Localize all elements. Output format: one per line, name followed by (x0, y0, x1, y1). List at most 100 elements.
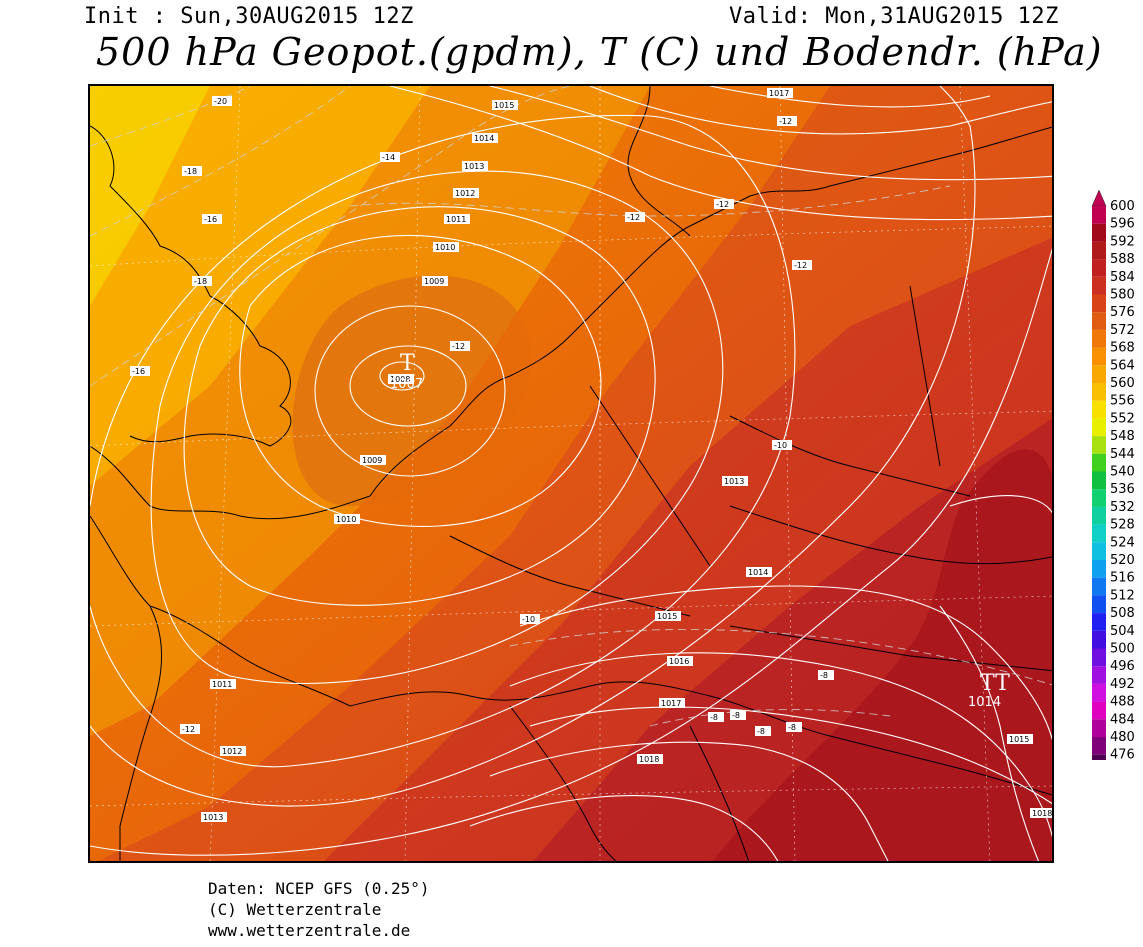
legend-swatch (1092, 613, 1106, 631)
credits: Daten: NCEP GFS (0.25°) (C) Wetterzentra… (208, 878, 430, 941)
isobar-label: 1010 (435, 243, 455, 252)
legend-label: 588 (1110, 252, 1135, 267)
high-value: 1014 (968, 695, 1001, 710)
legend-swatch (1092, 719, 1106, 737)
isotherm-label: -12 (182, 725, 195, 734)
legend-label: 520 (1110, 553, 1135, 568)
legend-swatch (1092, 383, 1106, 401)
legend-label: 540 (1110, 465, 1135, 480)
legend-swatch (1092, 489, 1106, 507)
legend-swatch (1092, 648, 1106, 667)
band-576 (90, 86, 830, 861)
legend-label: 552 (1110, 411, 1135, 426)
legend-swatch (1092, 365, 1106, 383)
weather-map: 1017 1015 1014 1013 1012 1011 1010 1009 … (88, 84, 1054, 863)
legend-label: 496 (1110, 659, 1135, 674)
legend-label: 560 (1110, 376, 1135, 391)
data-source: Daten: NCEP GFS (0.25°) (208, 879, 430, 898)
legend-swatch (1092, 542, 1106, 560)
legend-swatch (1092, 312, 1106, 330)
isobar-label: 1015 (657, 612, 677, 621)
legend-swatch (1092, 754, 1106, 760)
isotherm-label: -20 (214, 97, 227, 106)
legend-label: 556 (1110, 394, 1135, 409)
isotherm-label: -14 (382, 153, 395, 162)
legend-swatch (1092, 241, 1106, 260)
map-canvas: 1017 1015 1014 1013 1012 1011 1010 1009 … (90, 86, 1052, 861)
isotherm-label: -18 (194, 277, 207, 286)
isobar-label: 1018 (639, 755, 659, 764)
legend-swatch (1092, 577, 1106, 596)
legend-swatch (1092, 347, 1106, 366)
high-pressure-center: TT 1014 (968, 671, 1010, 710)
legend-swatch (1092, 666, 1106, 684)
legend-swatch (1092, 524, 1106, 543)
isotherm-label: -8 (732, 711, 740, 720)
isobar-label: 1011 (212, 680, 232, 689)
isobar-label: 1009 (424, 277, 444, 286)
website: www.wetterzentrale.de (208, 921, 411, 940)
legend-label: 576 (1110, 305, 1135, 320)
band-560 (90, 86, 210, 306)
isobar-label: 1014 (748, 568, 768, 577)
legend-label: 492 (1110, 677, 1135, 692)
isobar-label: 1010 (336, 515, 356, 524)
legend-label: 516 (1110, 571, 1135, 586)
legend-swatch (1092, 276, 1106, 295)
isobar-label: 1013 (464, 162, 484, 171)
isotherm-label: -12 (794, 261, 807, 270)
legend-label: 544 (1110, 447, 1135, 462)
isobar-label: 1015 (1009, 735, 1029, 744)
legend-label: 476 (1110, 748, 1135, 760)
isobar-label: 1008 (390, 375, 410, 384)
legend-swatch (1092, 683, 1106, 702)
legend-label: 584 (1110, 270, 1135, 285)
isobar-label: 1013 (724, 477, 744, 486)
legend-label: 480 (1110, 730, 1135, 745)
legend-label: 484 (1110, 712, 1135, 727)
legend-label: 504 (1110, 624, 1135, 639)
legend-swatch (1092, 506, 1106, 525)
isobar-label: 1017 (769, 89, 789, 98)
legend-label: 596 (1110, 217, 1135, 232)
low-value: 1007 (390, 377, 423, 392)
init-time: Init : Sun,30AUG2015 12Z (84, 4, 414, 29)
isotherm-label: -12 (779, 117, 792, 126)
legend-swatch (1092, 595, 1106, 614)
legend-label: 564 (1110, 358, 1135, 373)
isotherm-label: -10 (774, 441, 787, 450)
isotherm-label: -8 (757, 727, 765, 736)
legend-label: 536 (1110, 482, 1135, 497)
isotherm-label: -16 (204, 215, 217, 224)
grid-lines (90, 86, 1052, 861)
isobar-labels: 1017 1015 1014 1013 1012 1011 1010 1009 … (201, 88, 1052, 822)
isotherm-label: -8 (710, 713, 718, 722)
legend-swatch (1092, 560, 1106, 578)
legend-label: 572 (1110, 323, 1135, 338)
legend-swatch (1092, 436, 1106, 454)
map-title: 500 hPa Geopot.(gpdm), T (C) und Bodendr… (96, 30, 1103, 74)
legend-swatch (1092, 329, 1106, 348)
band-592 (713, 449, 1052, 861)
isobar-label: 1014 (474, 134, 494, 143)
legend-label: 524 (1110, 535, 1135, 550)
isotherm-label: -12 (627, 213, 640, 222)
legend-label: 500 (1110, 642, 1135, 657)
legend-swatch (1092, 259, 1106, 277)
band-580 (98, 86, 1052, 861)
legend-swatch (1092, 737, 1106, 755)
isobar-label: 1018 (1032, 809, 1052, 818)
legend-label: 488 (1110, 695, 1135, 710)
isotherm-label: -12 (452, 342, 465, 351)
legend-swatch (1092, 418, 1106, 437)
legend-swatch (1092, 701, 1106, 720)
legend-arrow-top (1091, 190, 1107, 207)
low-pressure-center: T 1007 (390, 351, 423, 392)
isotherm-label: -16 (132, 367, 145, 376)
isobar-label: 1011 (446, 215, 466, 224)
isobars (90, 86, 1052, 861)
legend-swatch (1092, 400, 1106, 419)
legend-label: 548 (1110, 429, 1135, 444)
isobar-label: 1015 (494, 101, 514, 110)
isotherm-label: -12 (716, 200, 729, 209)
